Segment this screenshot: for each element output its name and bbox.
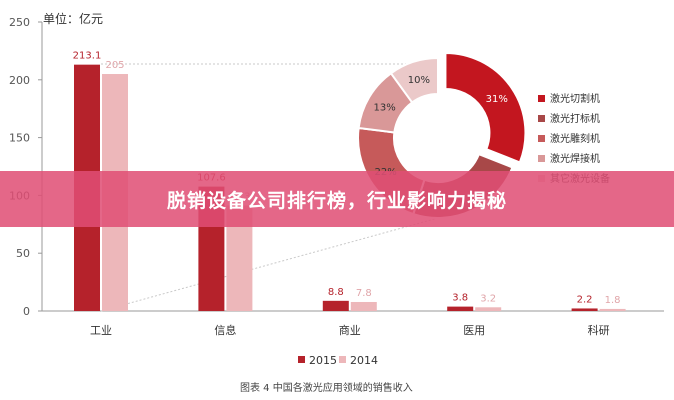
bar-2014-2 [350, 301, 377, 311]
donut-legend-label: 激光焊接机 [550, 152, 600, 165]
donut-slice-4 [389, 56, 439, 104]
y-tick-label: 150 [9, 132, 30, 145]
donut-legend-label: 激光切割机 [550, 92, 600, 105]
donut-legend-swatch [538, 155, 545, 162]
y-tick-label: 200 [9, 74, 30, 87]
x-tick-label: 医用 [463, 324, 485, 337]
unit-label: 单位：亿元 [43, 11, 103, 26]
donut-slice-0 [444, 51, 527, 164]
bar-legend-label: 2015 [309, 354, 337, 367]
donut-legend-swatch [538, 95, 545, 102]
donut-legend-label: 激光雕刻机 [550, 132, 600, 145]
x-tick-label: 信息 [214, 323, 236, 337]
donut-slice-label: 13% [374, 102, 396, 113]
donut-slice-label: 10% [408, 75, 430, 86]
bar-value-label: 213.1 [73, 51, 102, 62]
y-tick-label: 250 [9, 16, 30, 29]
y-tick-label: 50 [16, 247, 30, 260]
bar-value-label: 3.8 [452, 293, 468, 304]
bar-value-label: 8.8 [328, 287, 344, 298]
x-tick-label: 商业 [339, 323, 361, 337]
bar-value-label: 205 [105, 60, 124, 71]
donut-legend-swatch [538, 115, 545, 122]
banner-title: 脱销设备公司排行榜，行业影响力揭秘 [166, 189, 507, 212]
bar-2015-3 [447, 306, 474, 311]
bar-legend-label: 2014 [350, 354, 378, 367]
title-banner: 脱销设备公司排行榜，行业影响力揭秘 [0, 171, 674, 227]
x-tick-label: 工业 [90, 324, 112, 337]
bar-legend-swatch [339, 356, 346, 363]
bar-value-label: 2.2 [577, 294, 593, 305]
bar-2014-4 [599, 308, 626, 311]
donut-legend-label: 激光打标机 [550, 112, 600, 125]
bar-legend-swatch [298, 356, 305, 363]
connector-line-bottom [100, 217, 439, 312]
x-tick-label: 科研 [588, 323, 610, 337]
bar-value-label: 1.8 [605, 295, 621, 306]
bar-2015-2 [322, 300, 349, 311]
bar-2015-4 [571, 308, 598, 311]
figure-caption: 图表 4 中国各激光应用领域的销售收入 [240, 381, 413, 394]
donut-slice-label: 31% [486, 94, 508, 105]
bar-2014-3 [475, 307, 502, 311]
bar-value-label: 3.2 [480, 293, 496, 304]
donut-legend-swatch [538, 135, 545, 142]
bar-value-label: 7.8 [356, 288, 372, 299]
y-tick-label: 0 [23, 305, 30, 318]
